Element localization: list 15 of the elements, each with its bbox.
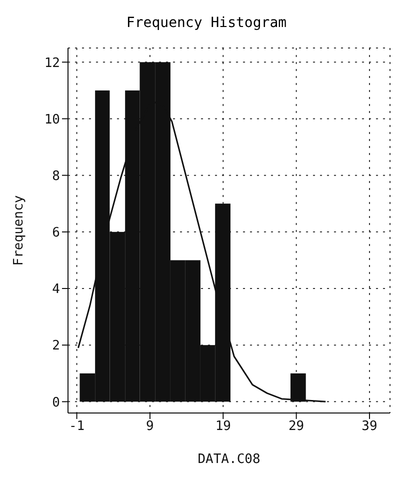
x-tick-label: 39 xyxy=(362,419,378,434)
chart-title: Frequency Histogram xyxy=(125,14,288,33)
y-tick-label: 6 xyxy=(52,226,60,241)
x-tick-label: 19 xyxy=(215,419,231,434)
y-tick-label: 0 xyxy=(52,395,60,410)
y-tick-label: 10 xyxy=(44,112,60,128)
y-tick-label: 8 xyxy=(52,168,60,184)
y-tick-label: 4 xyxy=(52,282,60,298)
x-tick-label: 29 xyxy=(288,419,304,434)
y-axis-title: Frequency xyxy=(12,195,27,266)
x-tick-label: 9 xyxy=(146,419,154,434)
y-tick-label: 12 xyxy=(44,56,60,71)
x-axis-title: DATA.C08 xyxy=(198,452,260,467)
y-tick-label: 2 xyxy=(52,338,60,354)
x-tick-label: -1 xyxy=(68,419,85,434)
